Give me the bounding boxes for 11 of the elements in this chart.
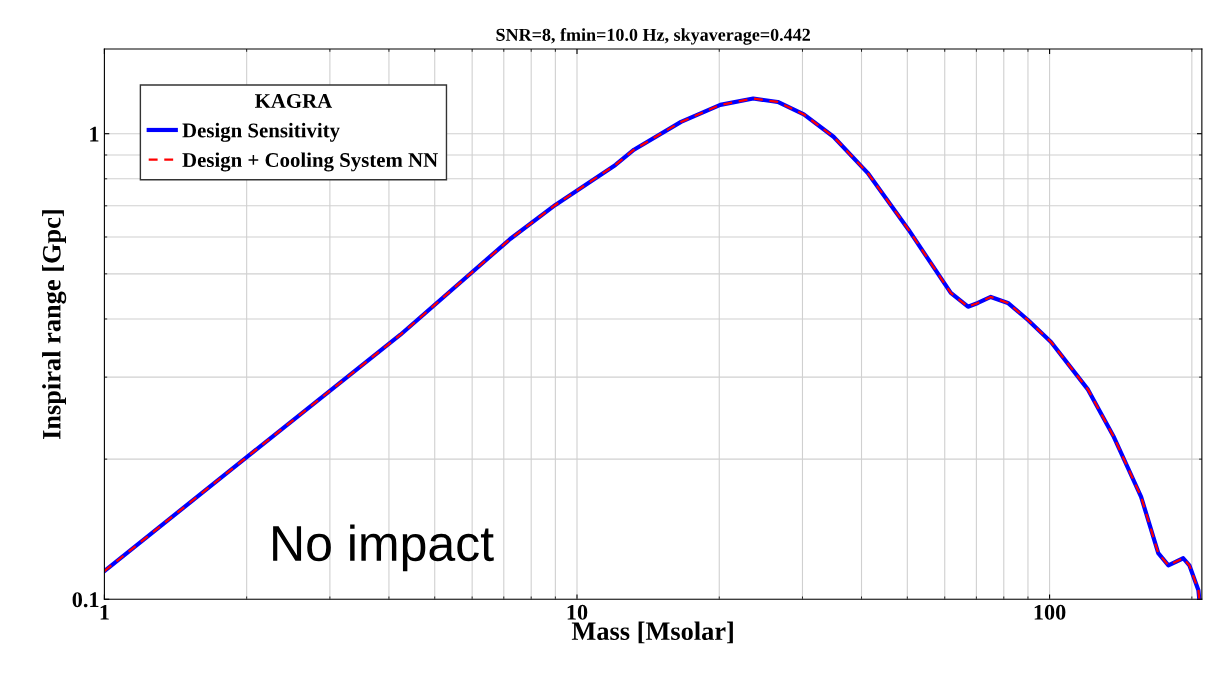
x-tick-label: 100: [1034, 604, 1066, 620]
legend-label: Design Sensitivity: [182, 122, 340, 142]
y-tick-label: 0.1: [72, 592, 99, 608]
x-tick-label: 1: [100, 604, 109, 620]
legend-title: KAGRA: [255, 94, 333, 109]
x-axis-title: Mass [Msolar]: [571, 621, 733, 644]
x-tick-label: 10: [567, 604, 588, 620]
legend-label: Design + Cooling System NN: [182, 152, 438, 172]
annotation: No impact: [273, 524, 494, 572]
chart-title: SNR=8, fmin=10.0 Hz, skyaverage=0.442: [496, 27, 810, 45]
y-axis-title: Inspiral range [Gpc]: [42, 210, 67, 440]
